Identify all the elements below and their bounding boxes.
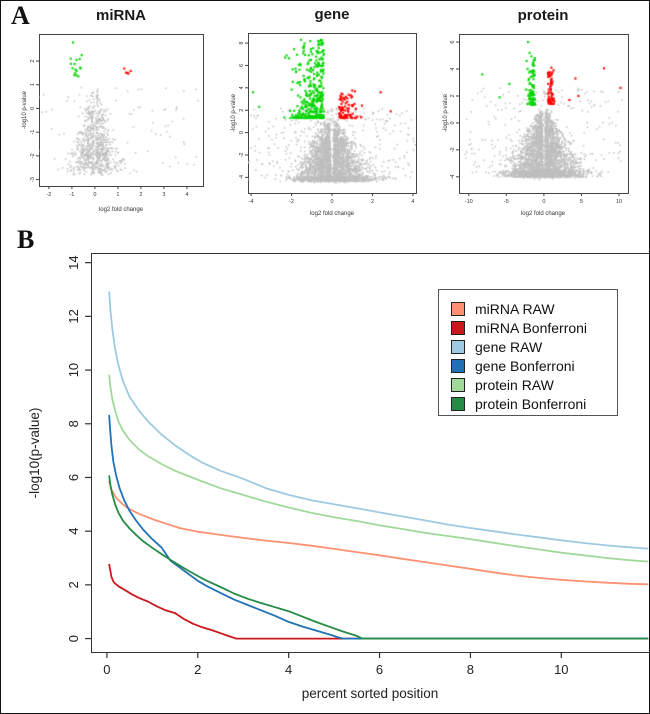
volcano-x-tick-label: 10 (616, 199, 622, 205)
legend-item: miRNA Bonferroni (451, 318, 607, 337)
volcano-xlabel-mirna: log2 fold change (99, 207, 144, 213)
volcano-scatter-protein (459, 34, 628, 193)
y-tick-label: 0 (66, 635, 81, 642)
volcano-x-tick-label: -10 (465, 199, 473, 205)
x-tick-label: 6 (376, 662, 383, 677)
volcano-x-tick-label: -4 (249, 199, 254, 205)
volcano-y-tick-label: 2 (239, 109, 245, 112)
volcano-x-tick-label: 3 (162, 192, 165, 198)
volcano-x-tick-label: 4 (185, 192, 188, 198)
legend-item: protein RAW (451, 375, 607, 394)
volcano-y-tick-label: 6 (239, 64, 245, 67)
legend-item: gene RAW (451, 337, 607, 356)
panel-b-label: B (17, 225, 35, 254)
volcano-y-tick-label: 2 (30, 60, 36, 63)
volcano-x-tick-label: -2 (289, 199, 294, 205)
volcano-title-protein: protein (518, 7, 569, 24)
volcano-ylabel-gene: -log10 p-value (231, 93, 237, 132)
volcano-x-tick-label: 4 (411, 199, 414, 205)
volcano-ylabel-protein: -log10 p-value (443, 93, 449, 132)
volcano-y-tick-label: 0 (30, 107, 36, 110)
volcano-y-tick-label: 2 (450, 94, 456, 97)
series-line-1 (108, 563, 649, 640)
volcano-x-tick-label: 0 (330, 199, 333, 205)
legend-label: miRNA Bonferroni (475, 319, 588, 336)
legend-item: miRNA RAW (451, 299, 607, 318)
volcano-x-tick-label: -1 (69, 192, 74, 198)
x-tick-label: 4 (285, 662, 292, 677)
legend-item: protein Bonferroni (451, 394, 607, 413)
volcano-xlabel-protein: log2 fold change (521, 211, 566, 217)
y-tick-label: 14 (66, 255, 81, 269)
legend-swatch (451, 339, 465, 354)
legend-label: gene Bonferroni (475, 357, 575, 374)
legend-swatch (451, 320, 465, 335)
line-chart-svg: 0 2 4 6 8 10 0 2 4 6 8 10 12 14 percent sorted positi… (27, 252, 649, 701)
legend-label: protein Bonferroni (475, 395, 587, 412)
line-chart-axes-group: 0 2 4 6 8 10 0 2 4 6 8 10 12 14 (66, 252, 649, 677)
volcano-y-tick-label: -1 (30, 130, 36, 135)
x-tick-label: 2 (194, 662, 201, 677)
series-line-4 (108, 374, 649, 563)
volcano-y-tick-label: -2 (239, 153, 245, 158)
volcano-xlabel-gene: log2 fold change (310, 211, 355, 217)
legend-swatch (451, 377, 465, 392)
legend-swatch (451, 301, 465, 316)
legend-item: gene Bonferroni (451, 356, 607, 375)
y-tick-label: 12 (66, 309, 81, 323)
volcano-x-tick-label: 2 (371, 199, 374, 205)
line-chart-plot-box (90, 252, 649, 654)
volcano-x-tick-label: 5 (580, 199, 583, 205)
volcano-y-tick-label: -4 (239, 175, 245, 180)
volcano-x-tick-label: -5 (504, 199, 509, 205)
y-tick-label: 8 (66, 420, 81, 427)
x-tick-label: 0 (103, 662, 110, 677)
y-tick-label: 6 (66, 474, 81, 481)
y-tick-label: 4 (66, 528, 81, 535)
legend-swatch (451, 358, 465, 373)
series-line-3 (108, 414, 649, 640)
line-chart-series-group (108, 291, 649, 640)
x-tick-label: 10 (554, 662, 568, 677)
volcano-y-tick-label: -2 (30, 153, 36, 158)
series-line-0 (108, 480, 649, 586)
volcano-y-tick-label: -2 (450, 147, 456, 152)
x-tick-label: 8 (467, 662, 474, 677)
series-line-2 (108, 291, 649, 550)
legend-swatch (451, 396, 465, 411)
volcano-x-tick-label: 2 (139, 192, 142, 198)
volcano-x-tick-label: 0 (93, 192, 96, 198)
volcano-y-tick-label: -3 (30, 177, 36, 182)
volcano-title-gene: gene (314, 6, 349, 23)
volcano-x-tick-label: -2 (46, 192, 51, 198)
legend-label: gene RAW (475, 338, 543, 355)
volcano-x-tick-label: 0 (542, 199, 545, 205)
volcano-y-tick-label: 4 (450, 68, 456, 71)
volcano-y-tick-label: 0 (450, 121, 456, 124)
series-line-5 (108, 475, 649, 640)
volcano-y-tick-label: 0 (239, 131, 245, 134)
volcano-ylabel-mirna: -log10 p-value (22, 90, 28, 129)
y-tick-label: 2 (66, 581, 81, 588)
line-chart-ylabel: -log10(p-value) (27, 408, 42, 499)
volcano-y-tick-label: -4 (450, 174, 456, 179)
volcano-x-tick-label: 1 (116, 192, 119, 198)
line-chart-xlabel: percent sorted position (302, 686, 439, 701)
volcano-y-tick-label: 1 (30, 83, 36, 86)
legend-box: miRNA RAW miRNA Bonferroni gene RAW gene Bo… (438, 289, 618, 416)
legend-label: protein RAW (475, 376, 554, 393)
volcano-y-tick-label: 4 (239, 86, 245, 89)
volcano-y-tick-label: 6 (450, 41, 456, 44)
volcano-title-mirna: miRNA (96, 7, 146, 24)
panel-a-label: A (11, 1, 30, 30)
volcano-scatter-mirna (39, 34, 203, 186)
volcano-scatter-gene (248, 33, 416, 193)
legend-label: miRNA RAW (475, 300, 555, 317)
y-tick-label: 10 (66, 363, 81, 377)
volcano-y-tick-label: 8 (239, 42, 245, 45)
